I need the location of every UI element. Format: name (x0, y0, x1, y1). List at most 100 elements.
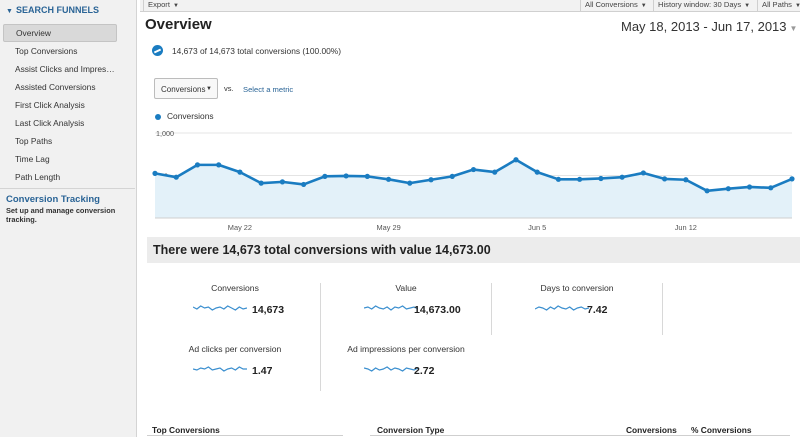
sparkline (364, 305, 418, 311)
sidebar-item-first-click-analysis[interactable]: First Click Analysis (15, 100, 85, 110)
all-conversions-label: All Conversions (585, 0, 638, 9)
y-tick-label: 1,000 (156, 129, 174, 138)
triangle-down-icon: ▼ (6, 8, 13, 15)
divider (370, 435, 790, 436)
divider (491, 283, 492, 335)
data-point (449, 173, 455, 179)
sparkline (193, 366, 247, 372)
data-point (577, 176, 583, 182)
metric-card-days-to-conversion: Days to conversion 7.42 (492, 283, 662, 339)
x-tick-label: May 22 (228, 223, 252, 232)
metric-label: Value (395, 283, 417, 293)
sidebar-item-last-click-analysis[interactable]: Last Click Analysis (15, 118, 85, 128)
legend-dot (155, 113, 161, 120)
metric-label: Days to conversion (540, 283, 614, 293)
data-point (725, 186, 731, 192)
metric-card-ad-clicks: Ad clicks per conversion 1.47 (150, 344, 320, 400)
data-point (683, 177, 689, 183)
data-point (704, 188, 710, 194)
sidebar: ▼ SEARCH FUNNELS Overview Top Conversions… (0, 0, 137, 437)
divider (662, 283, 663, 335)
x-tick-label: May 29 (376, 223, 400, 232)
sidebar-item-top-conversions[interactable]: Top Conversions (15, 46, 78, 56)
data-point (513, 157, 519, 163)
chevron-down-icon: ▼ (206, 86, 212, 92)
metric-selected-label: Conversions (161, 85, 206, 94)
data-point (768, 185, 774, 191)
metric-value: 2.72 (414, 365, 435, 377)
banner-text: There were 14,673 total conversions with… (153, 243, 491, 257)
metric-value: 7.42 (587, 304, 608, 316)
select-metric-link[interactable]: Select a metric (243, 85, 294, 94)
conversions-column-header[interactable]: Conversions (626, 425, 677, 435)
sidebar-item-assisted-conversions[interactable]: Assisted Conversions (15, 82, 96, 92)
top-conversions-header: Top Conversions (152, 425, 220, 435)
data-point (258, 180, 264, 186)
data-point (322, 173, 328, 179)
sparkline-line (535, 305, 589, 311)
metric-label: Ad clicks per conversion (188, 344, 282, 354)
data-point (152, 170, 158, 176)
data-point (492, 169, 498, 175)
conversion-type-header[interactable]: Conversion Type (377, 425, 445, 435)
section-title: SEARCH FUNNELS (15, 5, 99, 15)
metric-card-conversions: Conversions 14,673 (150, 283, 320, 339)
top-toolbar: Export ▼ All Conversions ▼ History window:… (140, 0, 800, 12)
section-header-search-funnels[interactable]: ▼ SEARCH FUNNELS (6, 5, 99, 15)
data-point (343, 173, 349, 179)
all-conversions-dropdown[interactable]: All Conversions ▼ (580, 0, 651, 11)
metric-value: 1.47 (252, 365, 273, 377)
conversion-tracking-description: Set up and manage conversion tracking. (6, 206, 116, 224)
export-label: Export (148, 0, 170, 9)
vs-label: vs. (224, 84, 234, 93)
divider (320, 283, 321, 391)
sparkline (193, 305, 247, 311)
sparkline-line (364, 305, 418, 311)
total-conversions-banner: There were 14,673 total conversions with… (147, 237, 800, 263)
metric-card-ad-impressions: Ad impressions per conversion 2.72 (321, 344, 491, 400)
divider (147, 435, 343, 436)
metric-label: Conversions (211, 283, 259, 293)
chart-area-fill (155, 159, 792, 218)
pct-conversions-column-header[interactable]: % Conversions (691, 425, 752, 435)
metric-card-value: Value 14,673.00 (321, 283, 491, 339)
data-point (619, 174, 625, 180)
sidebar-item-overview[interactable]: Overview (3, 24, 117, 42)
date-range-label: May 18, 2013 - Jun 17, 2013 (621, 19, 787, 34)
date-range-picker[interactable]: May 18, 2013 - Jun 17, 2013 ▼ (621, 19, 797, 34)
x-tick-label: Jun 12 (675, 223, 697, 232)
sparkline-line (193, 305, 247, 311)
data-point (216, 162, 222, 168)
pie-chart-icon (152, 45, 163, 56)
metric-dropdown[interactable]: Conversions ▼ (154, 78, 218, 99)
data-point (555, 176, 562, 182)
data-point (662, 176, 668, 182)
data-point (301, 181, 307, 188)
sidebar-item-assist-clicks[interactable]: Assist Clicks and Impressions (15, 64, 117, 74)
chevron-down-icon: ▼ (744, 3, 751, 9)
sidebar-item-top-paths[interactable]: Top Paths (15, 136, 53, 146)
data-point (173, 174, 179, 180)
metric-value: 14,673.00 (414, 304, 461, 316)
sidebar-nav: Overview Top Conversions Assist Clicks a… (3, 24, 117, 186)
data-point (640, 170, 646, 176)
history-window-dropdown[interactable]: History window: 30 Days ▼ (653, 0, 754, 11)
data-point (470, 166, 477, 173)
sidebar-item-time-lag[interactable]: Time Lag (15, 154, 50, 164)
sidebar-item-path-length[interactable]: Path Length (15, 172, 61, 182)
sparkline-line (364, 366, 418, 372)
metric-value: 14,673 (252, 304, 285, 316)
export-button[interactable]: Export ▼ (143, 0, 183, 11)
conversion-tracking-link[interactable]: Conversion Tracking (6, 194, 100, 205)
chart-legend: Conversions (155, 111, 214, 121)
data-point (279, 179, 285, 185)
all-paths-label: All Paths (762, 0, 792, 9)
all-paths-dropdown[interactable]: All Paths ▼ (757, 0, 800, 11)
data-point (534, 169, 540, 175)
data-point (194, 162, 201, 168)
chevron-down-icon: ▼ (172, 3, 179, 9)
chevron-down-icon: ▼ (789, 24, 798, 33)
sparkline (535, 305, 589, 311)
data-point (407, 180, 413, 186)
